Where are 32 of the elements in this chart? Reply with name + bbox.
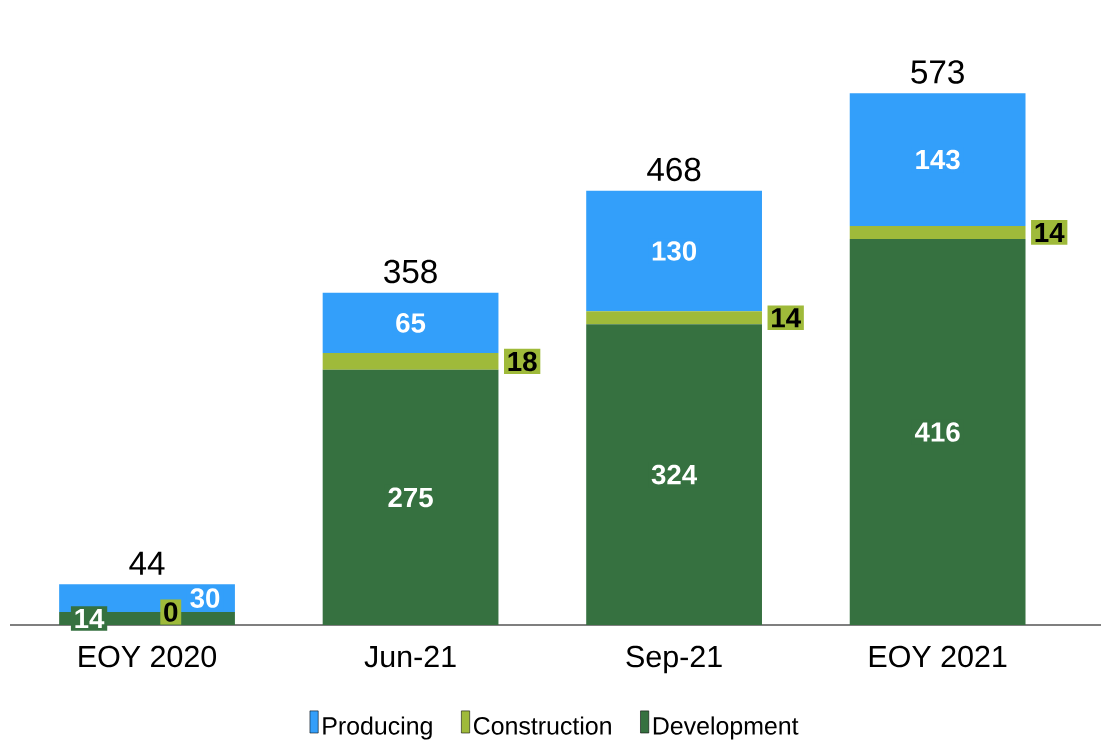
x-tick-label: Sep-21 — [626, 645, 722, 674]
bar — [322, 369, 499, 625]
data-label: 130 — [652, 241, 697, 261]
legend-label: Development — [653, 716, 799, 740]
data-label: 416 — [914, 422, 960, 442]
x-tick-label: EOY 2020 — [79, 645, 217, 668]
bar — [849, 238, 1026, 625]
total-label: 44 — [129, 551, 165, 575]
data-label: 14 — [75, 608, 105, 629]
legend-label: Construction — [473, 716, 611, 735]
bar — [849, 225, 1026, 239]
bar — [322, 353, 499, 370]
data-label: 275 — [388, 487, 433, 508]
bar — [322, 292, 499, 354]
total-label: 358 — [384, 259, 437, 284]
legend-label: Producing — [323, 716, 432, 740]
data-label: 30 — [190, 588, 220, 608]
bar — [586, 311, 762, 325]
total-label: 573 — [911, 60, 964, 84]
x-tick-label: EOY 2021 — [869, 645, 1007, 668]
x-tick-label: Jun-21 — [364, 645, 456, 668]
data-label: 0 — [164, 602, 178, 622]
bar — [586, 324, 762, 625]
data-label: 14 — [772, 308, 801, 328]
bar — [849, 93, 1026, 226]
bar — [586, 190, 762, 312]
data-label: 143 — [916, 149, 960, 170]
data-label: 65 — [396, 313, 426, 333]
data-label: 324 — [651, 464, 698, 485]
data-label: 18 — [508, 351, 537, 372]
total-label: 468 — [647, 157, 701, 182]
data-label: 14 — [1035, 222, 1065, 242]
